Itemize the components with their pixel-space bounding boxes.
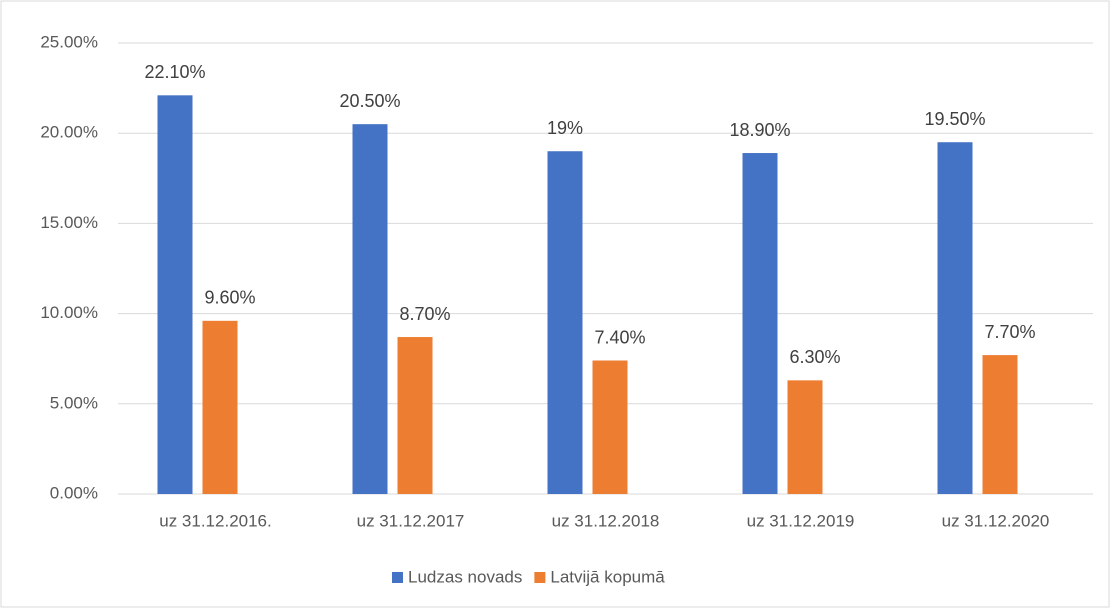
y-tick-label: 25.00% — [40, 32, 98, 51]
x-tick-label: uz 31.12.2017 — [357, 511, 465, 530]
y-tick-label: 15.00% — [40, 213, 98, 232]
value-label: 7.70% — [984, 322, 1035, 342]
value-label: 19% — [547, 118, 583, 138]
bar — [547, 151, 583, 495]
y-tick-label: 10.00% — [40, 303, 98, 322]
bar — [592, 360, 628, 494]
bar — [742, 153, 778, 494]
value-label: 19.50% — [924, 109, 985, 129]
value-label: 8.70% — [399, 304, 450, 324]
legend-label: Ludzas novads — [408, 567, 522, 586]
value-label: 18.90% — [729, 120, 790, 140]
legend-swatch — [392, 572, 403, 583]
value-label: 22.10% — [144, 62, 205, 82]
bar — [202, 320, 238, 494]
x-tick-label: uz 31.12.2019 — [747, 511, 855, 530]
y-tick-label: 0.00% — [50, 483, 98, 502]
value-label: 9.60% — [204, 288, 255, 308]
bar — [982, 355, 1018, 494]
x-tick-label: uz 31.12.2020 — [942, 511, 1050, 530]
x-tick-label: uz 31.12.2016. — [159, 511, 271, 530]
bar — [397, 337, 433, 494]
y-tick-label: 5.00% — [50, 393, 98, 412]
bar — [937, 142, 973, 494]
y-tick-label: 20.00% — [40, 123, 98, 142]
bar — [787, 380, 823, 494]
legend-label: Latvijā kopumā — [550, 567, 665, 586]
value-label: 20.50% — [339, 91, 400, 111]
value-label: 6.30% — [789, 347, 840, 367]
bar — [157, 95, 193, 494]
bar — [352, 124, 388, 495]
value-label: 7.40% — [594, 327, 645, 347]
x-tick-label: uz 31.12.2018 — [552, 511, 660, 530]
legend-swatch — [534, 572, 546, 583]
